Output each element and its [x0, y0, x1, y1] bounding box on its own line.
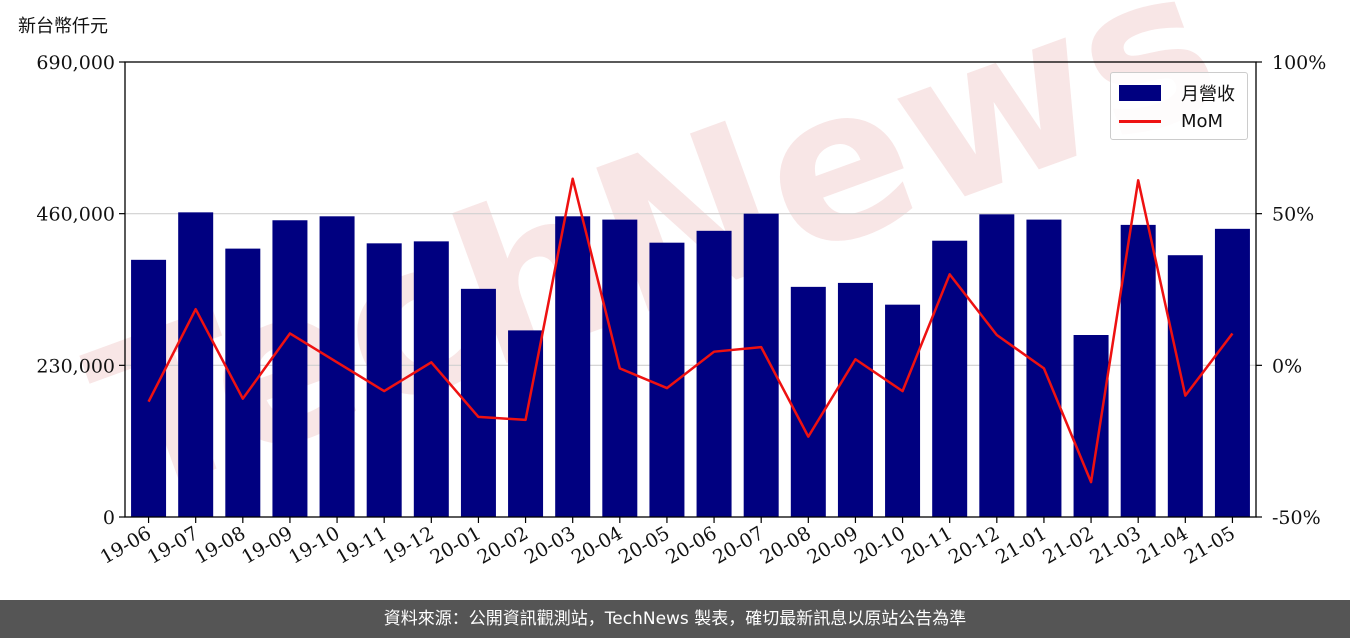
x-tick-label: 20-01 — [426, 522, 484, 568]
bar-19-07 — [178, 212, 214, 517]
x-tick-label: 20-10 — [851, 522, 909, 568]
right-tick-label: -50% — [1272, 507, 1321, 529]
x-tick-label: 19-09 — [238, 522, 296, 568]
gridlines — [125, 213, 1256, 366]
x-tick-label: 21-01 — [992, 522, 1050, 568]
bar-19-12 — [413, 241, 449, 518]
right-tick-label: 50% — [1272, 204, 1314, 226]
left-axis: 0 230,000 460,000 690,000 — [36, 52, 125, 529]
legend-swatch-bar — [1119, 85, 1161, 101]
bar-21-03 — [1120, 224, 1156, 517]
x-tick-label: 19-12 — [379, 522, 437, 568]
left-tick-label: 690,000 — [36, 52, 115, 74]
legend-label-revenue: 月營收 — [1181, 84, 1235, 105]
legend-swatch-line — [1119, 119, 1161, 123]
bar-21-04 — [1167, 255, 1203, 517]
bar-20-08 — [790, 286, 826, 517]
bar-20-12 — [979, 214, 1015, 517]
bar-21-05 — [1214, 228, 1250, 518]
x-tick-label: 20-11 — [898, 522, 956, 568]
legend-label-mom: MoM — [1181, 110, 1224, 132]
plot-border — [124, 61, 1257, 518]
x-tick-label: 20-08 — [756, 522, 814, 568]
left-tick-label: 460,000 — [36, 204, 115, 226]
legend-item-revenue: 月營收 — [1119, 81, 1235, 105]
bar-21-02 — [1073, 335, 1109, 517]
x-tick-label: 20-07 — [709, 522, 767, 568]
x-tick-label: 20-04 — [568, 522, 626, 568]
left-tick-label: 230,000 — [36, 355, 115, 377]
x-tick-label: 20-06 — [662, 522, 720, 568]
line-series — [147, 177, 1234, 484]
footer-source: 資料來源：公開資訊觀測站，TechNews 製表，確切最新訊息以原站公告為準 — [0, 600, 1350, 638]
x-tick-label: 21-03 — [1086, 522, 1144, 568]
legend: 月營收 MoM — [1110, 72, 1248, 140]
bar-series — [131, 212, 1250, 518]
x-tick-label: 21-05 — [1180, 522, 1238, 568]
x-tick-label: 19-10 — [285, 522, 343, 568]
bar-20-03 — [555, 216, 591, 517]
plot-frame — [124, 61, 1257, 518]
x-tick-label: 20-02 — [474, 522, 532, 568]
bar-20-09 — [837, 282, 873, 517]
bar-20-06 — [696, 230, 732, 518]
mom-line — [147, 177, 1234, 484]
bar-19-10 — [319, 216, 355, 517]
bar-20-11 — [932, 240, 968, 518]
x-axis: 19-0619-0719-0819-0919-1019-1119-1220-01… — [97, 517, 1239, 569]
right-tick-label: 100% — [1272, 52, 1326, 74]
legend-item-mom: MoM — [1119, 109, 1223, 133]
right-axis: -50% 0% 50% 100% — [1256, 52, 1326, 529]
x-tick-label: 20-09 — [803, 522, 861, 568]
x-tick-label: 20-03 — [521, 522, 579, 568]
bar-19-11 — [366, 243, 402, 517]
x-tick-label: 19-06 — [97, 522, 155, 568]
x-tick-label: 21-02 — [1039, 522, 1097, 568]
bar-19-06 — [131, 259, 167, 517]
x-tick-label: 19-08 — [191, 522, 249, 568]
bar-20-10 — [885, 304, 921, 517]
x-tick-label: 20-05 — [615, 522, 673, 568]
unit-label: 新台幣仟元 — [18, 16, 108, 37]
x-tick-label: 20-12 — [945, 522, 1003, 568]
bar-20-07 — [743, 213, 779, 517]
x-tick-label: 19-11 — [332, 522, 390, 568]
bar-19-09 — [272, 220, 308, 517]
left-tick-label: 0 — [103, 507, 115, 529]
x-tick-label: 21-04 — [1133, 522, 1191, 568]
right-tick-label: 0% — [1272, 355, 1302, 377]
